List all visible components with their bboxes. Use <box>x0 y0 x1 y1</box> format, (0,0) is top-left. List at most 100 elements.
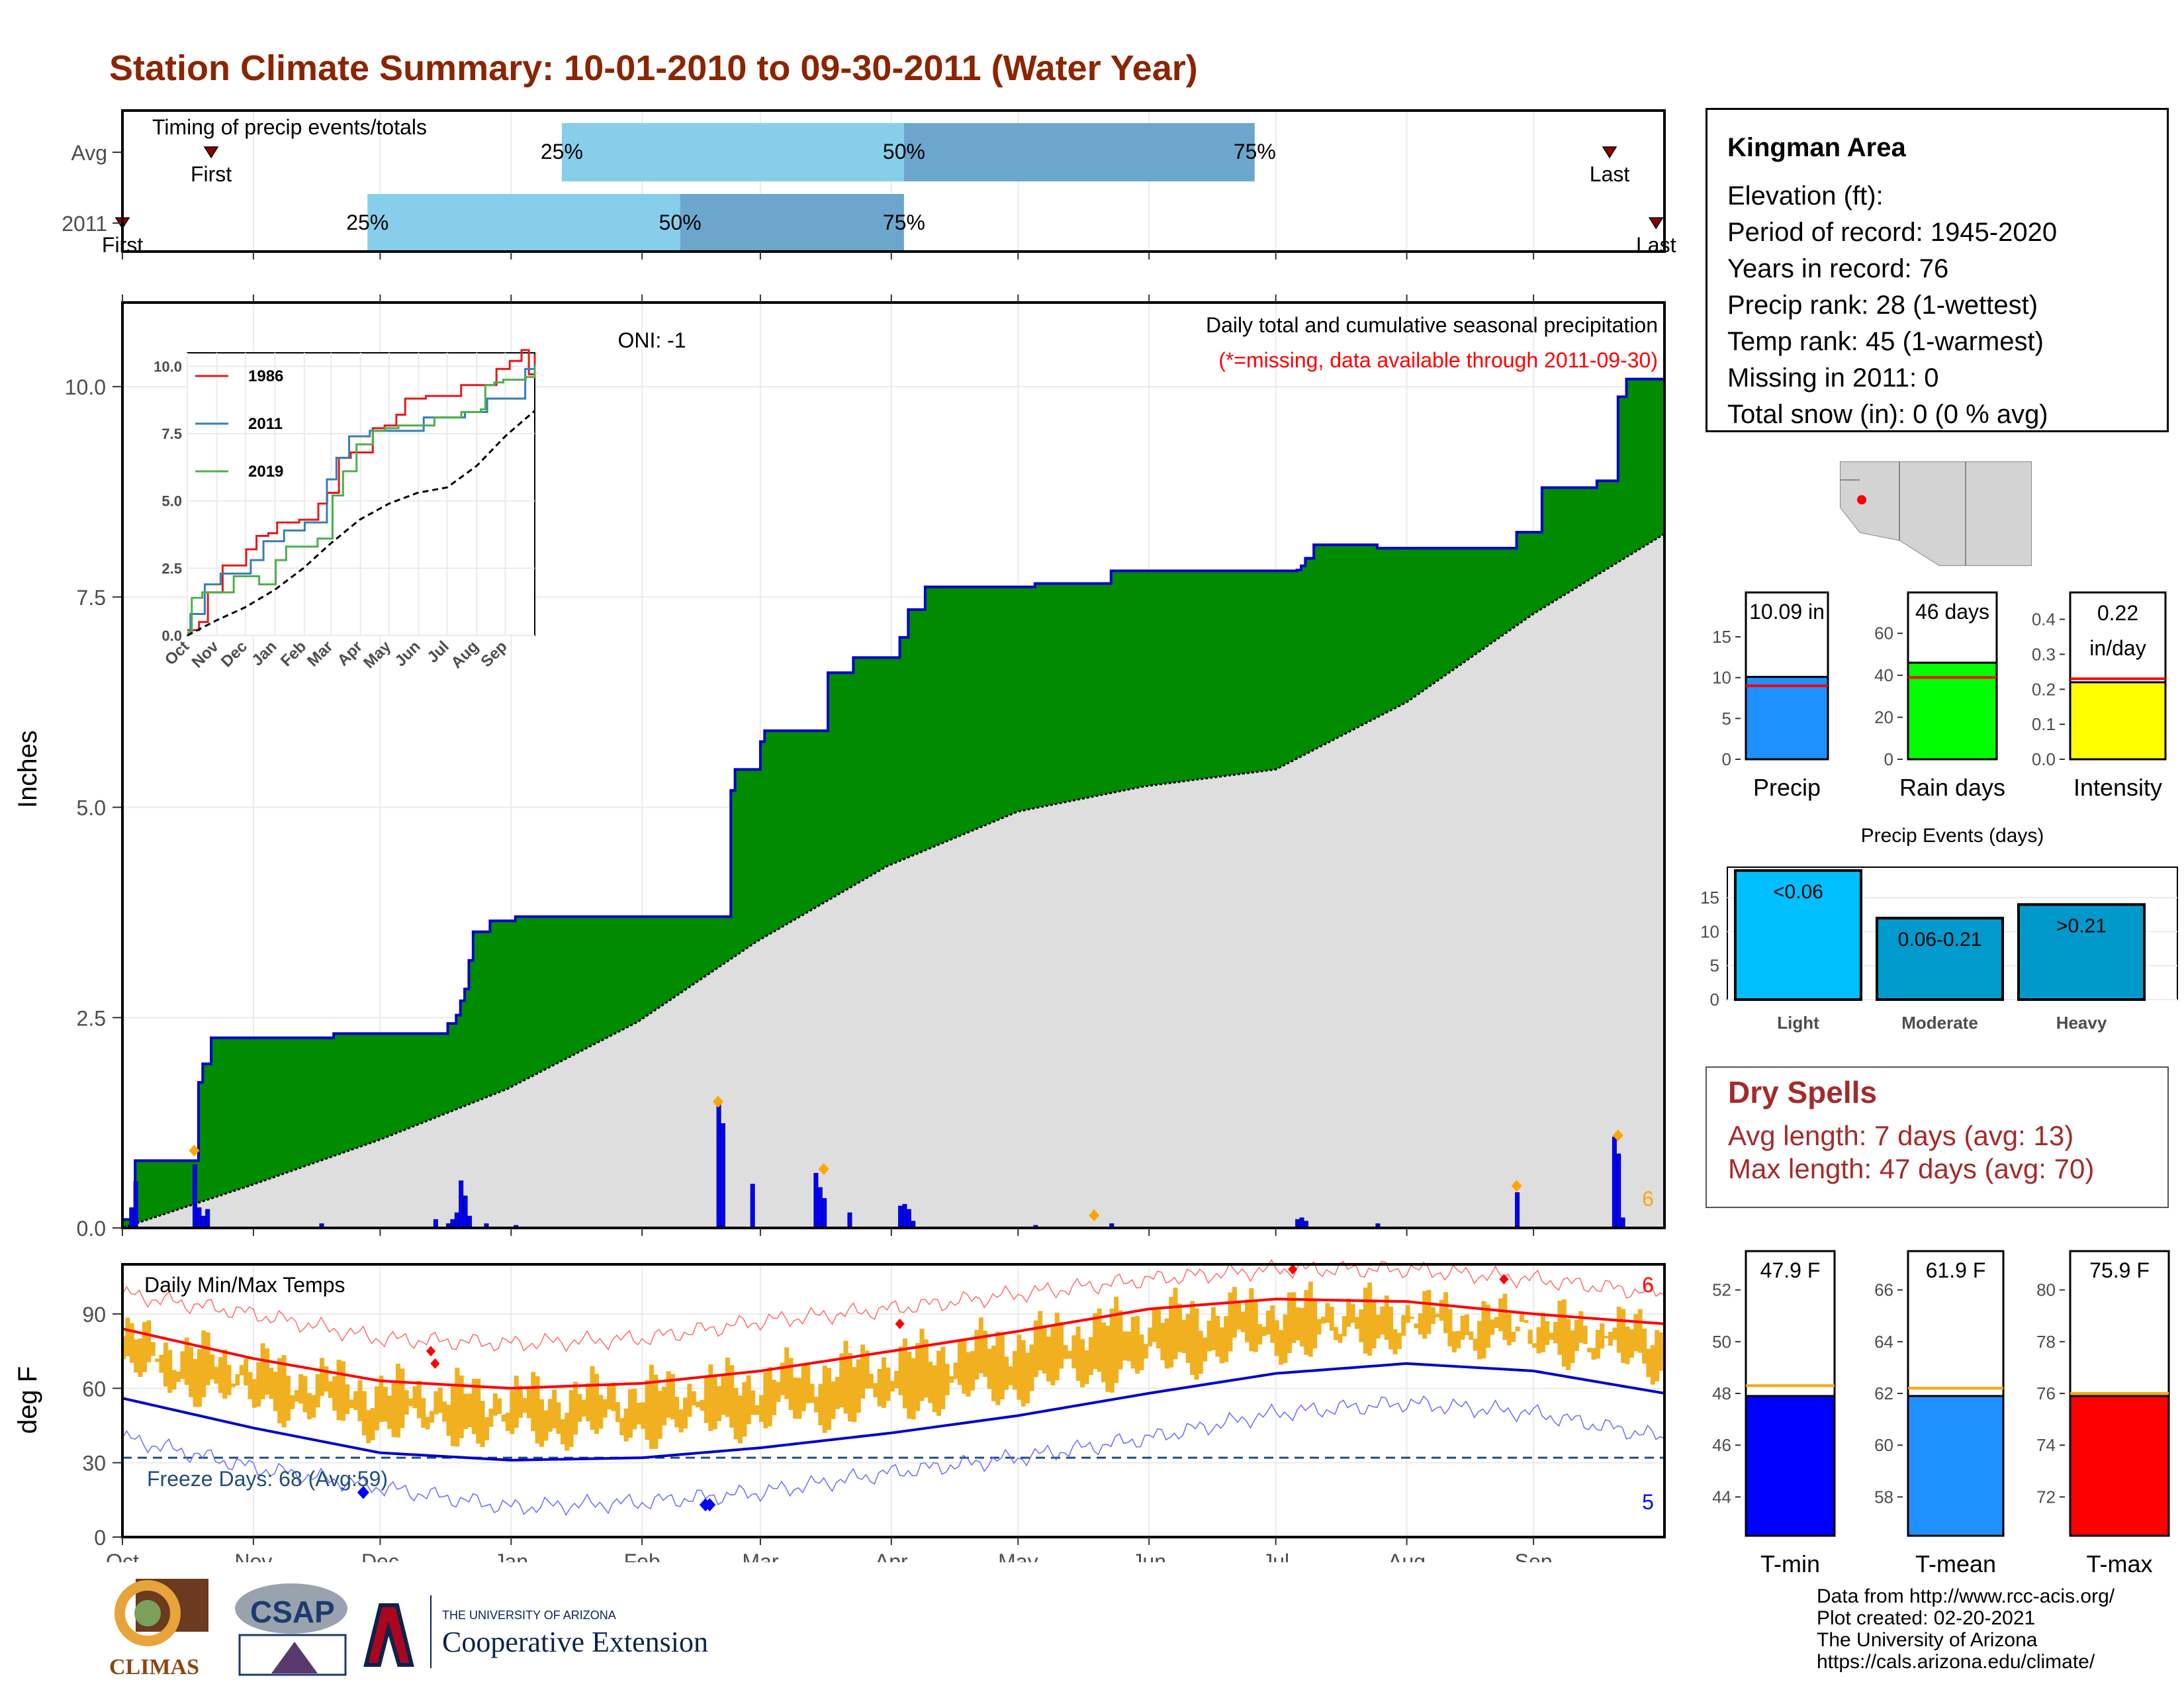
station-location-dot <box>1857 495 1866 504</box>
daily-temp-range-bar <box>839 1353 844 1407</box>
daily-temp-range-bar <box>805 1363 811 1403</box>
daily-temp-range-bar <box>1460 1315 1465 1340</box>
daily-temp-range-bar <box>1557 1301 1563 1355</box>
daily-temp-range-bar <box>932 1365 937 1413</box>
stat-ytick-label: 58 <box>1874 1487 1893 1507</box>
daily-temp-range-bar <box>265 1348 270 1395</box>
timing-last-marker <box>1602 146 1617 159</box>
stat-ytick-label: 60 <box>1874 624 1893 643</box>
month-label: Oct <box>106 1550 139 1562</box>
temps-ytick-label: 0 <box>94 1526 106 1550</box>
daily-temp-range-bar <box>320 1358 325 1396</box>
daily-temp-range-bar <box>387 1395 392 1429</box>
month-label: Sep <box>1515 1550 1553 1562</box>
daily-temp-range-bar <box>1367 1282 1373 1356</box>
daily-temp-range-bar <box>674 1396 680 1428</box>
daily-precip-bar <box>750 1184 755 1229</box>
daily-temp-range-bar <box>134 1339 139 1373</box>
daily-temp-range-bar <box>226 1364 232 1395</box>
csap-logo-cloud <box>235 1583 347 1634</box>
daily-temp-range-bar <box>1295 1307 1300 1340</box>
daily-temp-range-bar <box>1587 1348 1592 1353</box>
daily-temp-range-bar <box>1109 1308 1115 1393</box>
daily-temp-range-bar <box>501 1414 506 1422</box>
daily-temp-range-bar <box>1101 1322 1106 1383</box>
daily-temp-range-bar <box>210 1354 215 1380</box>
daily-temp-range-bar <box>923 1339 929 1398</box>
precip-ytick-label: 10.0 <box>65 375 106 399</box>
temps-plot-border <box>121 1263 1666 1538</box>
timing-bar-25-50 <box>367 194 680 252</box>
daily-temp-range-bar <box>340 1361 345 1421</box>
daily-temp-range-bar <box>1363 1288 1368 1354</box>
timing-row-label: Avg <box>71 141 107 165</box>
daily-temp-range-bar <box>852 1366 857 1423</box>
avg-cumulative-line <box>122 533 1665 1229</box>
daily-temp-range-bar <box>1494 1317 1499 1329</box>
daily-temp-range-bar <box>560 1419 565 1444</box>
station-snow: Total snow (in): 0 (0 % avg) <box>1727 400 2048 429</box>
location-map <box>1840 461 2032 566</box>
daily-temp-range-bar <box>1430 1307 1435 1325</box>
daily-temp-range-bar <box>421 1398 426 1428</box>
daily-temp-range-bar <box>298 1374 304 1404</box>
daily-temp-range-bar <box>1177 1303 1182 1352</box>
daily-temp-range-bar <box>721 1373 726 1415</box>
precip-ylabel: Inches <box>13 730 42 808</box>
daily-temp-range-bar <box>244 1358 249 1386</box>
daily-temp-range-bar <box>1375 1315 1381 1338</box>
daily-temp-range-bar <box>463 1393 469 1429</box>
daily-temp-range-bar <box>1642 1329 1647 1364</box>
daily-temp-range-bar <box>822 1365 827 1433</box>
daily-temp-range-bar <box>746 1375 751 1425</box>
daily-temp-range-bar <box>751 1390 756 1415</box>
daily-temp-range-bar <box>594 1374 599 1434</box>
daily-temp-range-bar <box>974 1330 979 1380</box>
daily-temp-range-bar <box>1050 1326 1056 1385</box>
daily-temp-range-bar <box>1054 1312 1060 1381</box>
timing-title: Timing of precip events/totals <box>152 115 427 139</box>
daily-temp-range-bar <box>729 1365 735 1428</box>
daily-temp-range-bar <box>864 1350 870 1389</box>
daily-temp-range-bar <box>780 1362 785 1395</box>
daily-temp-range-bar <box>1169 1296 1174 1368</box>
daily-temp-range-bar <box>1240 1311 1246 1333</box>
stat-value-bar <box>1745 676 1829 761</box>
daily-temp-range-bar <box>1194 1308 1199 1380</box>
daily-temp-range-bar <box>1469 1331 1474 1340</box>
stat-category-label: T-mean <box>1915 1550 1996 1577</box>
daily-temp-range-bar <box>526 1389 531 1419</box>
daily-temp-range-bar <box>256 1362 261 1407</box>
timing-pct-label: 25% <box>346 211 388 234</box>
inset-ytick-label: 0.0 <box>161 628 182 644</box>
dry-spells-box: Dry Spells Avg length: 7 days (avg: 13) … <box>1706 1066 2169 1208</box>
daily-temp-range-bar <box>818 1383 823 1426</box>
daily-temp-range-bar <box>273 1372 278 1411</box>
daily-temp-range-bar <box>877 1369 882 1407</box>
daily-precip-bar <box>459 1180 464 1229</box>
daily-temp-range-bar <box>1059 1322 1064 1369</box>
daily-temp-range-bar <box>1359 1309 1364 1342</box>
page-title: Station Climate Summary: 10-01-2010 to 0… <box>109 48 1198 88</box>
stat-ytick-label: 46 <box>1712 1435 1731 1455</box>
daily-temp-range-bar <box>1253 1301 1258 1352</box>
daily-temp-range-bar <box>142 1322 147 1372</box>
daily-precip-bar <box>205 1209 210 1229</box>
daily-temp-range-bar <box>983 1331 988 1378</box>
daily-temp-range-bar <box>349 1399 354 1408</box>
daily-temp-range-bar <box>1274 1320 1279 1356</box>
daily-temp-range-bar <box>573 1382 578 1435</box>
daily-temp-range-bar <box>1545 1321 1550 1345</box>
timing-last-marker <box>1648 217 1664 230</box>
stat-ytick-label: 5 <box>1722 708 1731 728</box>
csap-logo: CSAP <box>232 1582 351 1681</box>
daily-temp-range-bar <box>1633 1314 1639 1352</box>
daily-temp-range-bar <box>539 1399 544 1447</box>
station-info-box: Kingman Area Elevation (ft): Period of r… <box>1706 108 2169 432</box>
daily-temp-range-bar <box>1396 1333 1402 1349</box>
daily-temp-range-bar <box>1312 1299 1318 1349</box>
credit-plot-date: Plot created: 02-20-2021 <box>1817 1607 2036 1629</box>
precip-ytick-label: 0.0 <box>77 1217 106 1241</box>
daily-temp-range-bar <box>1130 1317 1136 1369</box>
station-name: Kingman Area <box>1727 133 1906 162</box>
